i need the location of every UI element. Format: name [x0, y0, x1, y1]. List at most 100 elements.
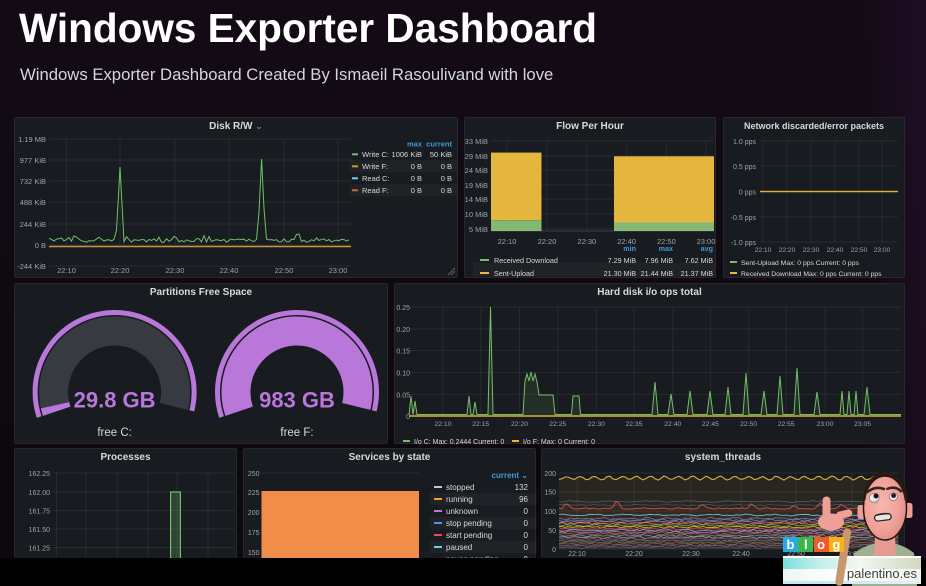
svg-text:22:50: 22:50 [275, 266, 294, 275]
svg-text:running: running [446, 495, 473, 504]
svg-text:stopped: stopped [446, 483, 474, 492]
svg-text:29 MiB: 29 MiB [465, 152, 488, 161]
svg-text:50 KiB: 50 KiB [430, 150, 452, 159]
svg-text:0: 0 [524, 555, 529, 559]
svg-text:0: 0 [524, 543, 529, 552]
svg-text:150: 150 [248, 550, 260, 557]
svg-text:19 MiB: 19 MiB [465, 181, 488, 190]
svg-text:min: min [623, 244, 636, 253]
svg-text:22:30: 22:30 [803, 247, 820, 254]
svg-text:22:20: 22:20 [779, 247, 796, 254]
svg-text:23:00: 23:00 [697, 237, 716, 246]
svg-text:22:50: 22:50 [740, 421, 757, 428]
svg-text:-1.0 pps: -1.0 pps [731, 240, 757, 247]
svg-text:0.05: 0.05 [396, 392, 410, 399]
svg-text:977 KiB: 977 KiB [20, 156, 46, 165]
svg-text:1.0 pps: 1.0 pps [733, 139, 756, 146]
svg-text:200: 200 [544, 471, 556, 478]
svg-text:22:50: 22:50 [787, 551, 805, 558]
svg-text:22:40: 22:40 [664, 421, 681, 428]
svg-text:7.29 MiB: 7.29 MiB [608, 256, 637, 265]
svg-text:0: 0 [524, 507, 529, 516]
svg-text:22:55: 22:55 [778, 421, 795, 428]
svg-text:33 MiB: 33 MiB [465, 137, 488, 146]
svg-text:250: 250 [248, 471, 260, 478]
svg-text:22:20: 22:20 [111, 266, 130, 275]
svg-text:22:40: 22:40 [732, 551, 750, 558]
svg-text:paused: paused [446, 543, 472, 552]
svg-text:pause pending: pause pending [446, 555, 499, 559]
svg-text:0 B: 0 B [441, 186, 452, 195]
svg-text:5 MiB: 5 MiB [469, 225, 488, 234]
svg-text:0 B: 0 B [411, 162, 422, 171]
svg-text:0 B: 0 B [441, 174, 452, 183]
svg-text:244 KiB: 244 KiB [20, 220, 46, 229]
svg-text:24 MiB: 24 MiB [465, 166, 488, 175]
svg-text:21.30 MiB: 21.30 MiB [604, 269, 637, 278]
svg-text:22:35: 22:35 [625, 421, 642, 428]
svg-text:100: 100 [544, 509, 556, 516]
svg-text:23:00: 23:00 [329, 266, 348, 275]
svg-text:unknown: unknown [446, 507, 478, 516]
svg-text:29.8 GB: 29.8 GB [74, 388, 156, 413]
svg-text:I/o C: Max: 0.2444 Current:: I/o C: Max: 0.2444 Current: 0 [414, 439, 504, 445]
svg-text:161.75: 161.75 [29, 509, 51, 516]
svg-text:Sent-Upload Max: 0 pps Curre: Sent-Upload Max: 0 pps Current: 0 pps [741, 260, 859, 267]
svg-text:10 MiB: 10 MiB [465, 210, 488, 219]
svg-text:22:45: 22:45 [702, 421, 719, 428]
svg-text:Read F:: Read F: [362, 186, 389, 195]
svg-text:162.00: 162.00 [29, 490, 51, 497]
svg-text:current: current [426, 139, 452, 148]
svg-text:0.5 pps: 0.5 pps [733, 164, 756, 171]
svg-text:22:30: 22:30 [682, 551, 700, 558]
svg-text:0.25: 0.25 [396, 305, 410, 312]
svg-text:0 B: 0 B [441, 162, 452, 171]
svg-text:22:10: 22:10 [498, 237, 517, 246]
svg-text:Sent-Upload: Sent-Upload [494, 269, 534, 278]
svg-text:0.20: 0.20 [396, 327, 410, 334]
svg-text:0 B: 0 B [35, 241, 46, 250]
svg-text:14 MiB: 14 MiB [465, 195, 488, 204]
svg-text:22:40: 22:40 [827, 247, 844, 254]
svg-text:175: 175 [248, 530, 260, 537]
svg-text:Write C:: Write C: [362, 150, 389, 159]
svg-text:23:00: 23:00 [843, 551, 861, 558]
svg-text:732 KiB: 732 KiB [20, 177, 46, 186]
svg-text:stop pending: stop pending [446, 519, 492, 528]
svg-text:22:20: 22:20 [625, 551, 643, 558]
svg-text:max: max [407, 139, 423, 148]
svg-text:23:00: 23:00 [874, 247, 891, 254]
svg-text:161.50: 161.50 [29, 527, 51, 534]
svg-text:132: 132 [515, 483, 529, 492]
svg-text:50: 50 [548, 528, 556, 535]
svg-text:22:20: 22:20 [538, 237, 557, 246]
svg-text:22:40: 22:40 [220, 266, 239, 275]
svg-text:22:10: 22:10 [755, 247, 772, 254]
svg-text:22:20: 22:20 [511, 421, 528, 428]
svg-text:488 KiB: 488 KiB [20, 198, 46, 207]
svg-text:7.96 MiB: 7.96 MiB [645, 256, 674, 265]
svg-text:162.25: 162.25 [29, 471, 51, 478]
svg-text:7.62 MiB: 7.62 MiB [685, 256, 714, 265]
svg-text:Read C:: Read C: [362, 174, 390, 183]
svg-text:225: 225 [248, 490, 260, 497]
svg-text:free F:: free F: [280, 427, 313, 439]
svg-text:22:10: 22:10 [568, 551, 586, 558]
svg-text:0: 0 [406, 414, 410, 421]
svg-text:0.15: 0.15 [396, 348, 410, 355]
svg-text:0: 0 [552, 547, 556, 554]
svg-text:22:15: 22:15 [472, 421, 489, 428]
svg-text:I/o F: Max: 0 Current: 0: I/o F: Max: 0 Current: 0 [523, 439, 595, 445]
svg-text:983 GB: 983 GB [259, 388, 335, 413]
svg-text:22:10: 22:10 [434, 421, 451, 428]
svg-text:Received Download: Received Download [494, 256, 558, 265]
svg-text:23:05: 23:05 [854, 421, 871, 428]
svg-text:start pending: start pending [446, 531, 492, 540]
svg-text:22:40: 22:40 [617, 237, 636, 246]
svg-text:avg: avg [701, 244, 713, 253]
svg-text:96: 96 [519, 495, 528, 504]
svg-text:max: max [659, 244, 673, 253]
svg-text:-0.5 pps: -0.5 pps [731, 215, 757, 222]
svg-text:150: 150 [544, 490, 556, 497]
svg-text:0: 0 [524, 531, 529, 540]
